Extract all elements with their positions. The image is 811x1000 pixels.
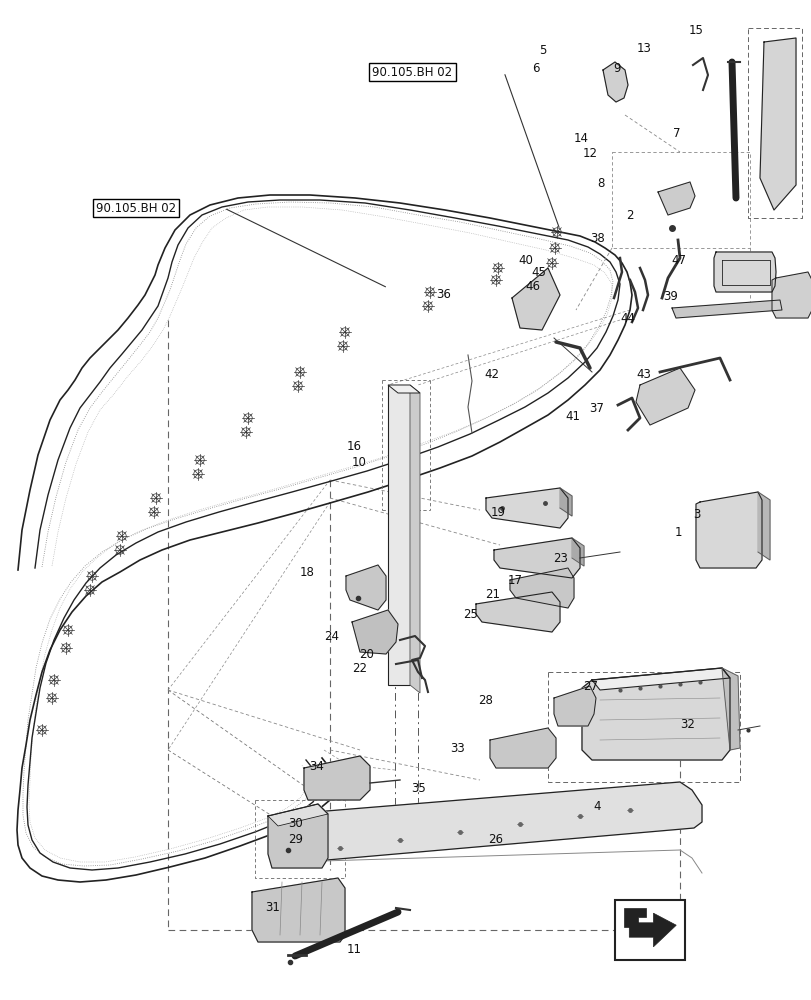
Text: 42: 42	[484, 367, 499, 380]
Polygon shape	[635, 368, 694, 425]
Polygon shape	[493, 538, 579, 578]
Polygon shape	[657, 182, 694, 215]
Text: 2: 2	[625, 209, 633, 222]
Polygon shape	[623, 908, 645, 927]
Polygon shape	[553, 686, 595, 726]
Text: 35: 35	[411, 782, 426, 794]
Text: 25: 25	[463, 607, 478, 620]
Text: 3: 3	[692, 508, 700, 520]
Text: 41: 41	[565, 410, 580, 422]
Text: 33: 33	[450, 741, 465, 754]
Text: 39: 39	[663, 290, 677, 302]
Polygon shape	[486, 488, 568, 528]
Text: 10: 10	[351, 456, 366, 468]
Text: 37: 37	[589, 401, 603, 414]
Text: 22: 22	[352, 662, 367, 674]
Text: 4: 4	[592, 799, 600, 812]
Polygon shape	[759, 38, 795, 210]
Polygon shape	[771, 272, 811, 318]
Text: 34: 34	[309, 760, 324, 772]
Text: 23: 23	[552, 552, 567, 564]
Text: 29: 29	[288, 833, 303, 846]
Text: 28: 28	[478, 694, 492, 706]
Text: 38: 38	[590, 232, 604, 244]
Polygon shape	[603, 62, 627, 102]
Text: 15: 15	[688, 24, 702, 37]
Text: 26: 26	[487, 833, 502, 846]
Polygon shape	[268, 804, 328, 826]
Polygon shape	[351, 610, 397, 654]
Polygon shape	[512, 268, 560, 330]
Polygon shape	[388, 385, 410, 685]
Text: 47: 47	[671, 253, 685, 266]
Polygon shape	[713, 252, 775, 292]
Text: 90.105.BH 02: 90.105.BH 02	[372, 66, 452, 79]
Text: 44: 44	[620, 312, 634, 324]
Text: 32: 32	[680, 717, 694, 730]
Text: 45: 45	[531, 265, 546, 278]
Polygon shape	[560, 488, 571, 516]
Polygon shape	[489, 728, 556, 768]
Polygon shape	[695, 492, 761, 568]
Polygon shape	[721, 668, 739, 750]
Text: 31: 31	[265, 901, 280, 914]
Text: 36: 36	[436, 288, 450, 302]
Text: 46: 46	[525, 279, 539, 292]
Text: 21: 21	[485, 587, 500, 600]
Polygon shape	[251, 878, 345, 942]
Text: 14: 14	[573, 132, 588, 145]
Polygon shape	[509, 568, 573, 608]
Bar	[615, 900, 684, 960]
Text: 13: 13	[636, 42, 650, 55]
Text: 8: 8	[596, 177, 604, 190]
Polygon shape	[388, 385, 419, 393]
Text: 5: 5	[538, 44, 546, 57]
Text: 19: 19	[490, 506, 504, 520]
Polygon shape	[591, 668, 729, 690]
Text: 17: 17	[507, 574, 521, 586]
Text: 11: 11	[346, 943, 361, 956]
Polygon shape	[290, 782, 702, 862]
Text: 12: 12	[582, 147, 597, 160]
Polygon shape	[571, 538, 583, 566]
Text: 18: 18	[299, 566, 314, 578]
Text: 43: 43	[636, 367, 650, 380]
Text: 90.105.BH 02: 90.105.BH 02	[97, 202, 176, 215]
Text: 9: 9	[612, 62, 620, 75]
Polygon shape	[672, 300, 781, 318]
Text: 20: 20	[359, 648, 374, 660]
Text: 6: 6	[531, 62, 539, 75]
Text: 1: 1	[674, 526, 682, 538]
Polygon shape	[268, 804, 328, 868]
Polygon shape	[303, 756, 370, 800]
Text: 7: 7	[672, 127, 680, 140]
Text: 27: 27	[582, 680, 597, 692]
Polygon shape	[475, 592, 560, 632]
Polygon shape	[410, 385, 419, 693]
Polygon shape	[581, 668, 729, 760]
Text: 30: 30	[288, 817, 303, 830]
Text: 16: 16	[346, 440, 361, 454]
Text: 24: 24	[324, 630, 338, 642]
Polygon shape	[757, 492, 769, 560]
Polygon shape	[629, 913, 676, 947]
Polygon shape	[345, 565, 385, 610]
Text: 40: 40	[518, 253, 533, 266]
